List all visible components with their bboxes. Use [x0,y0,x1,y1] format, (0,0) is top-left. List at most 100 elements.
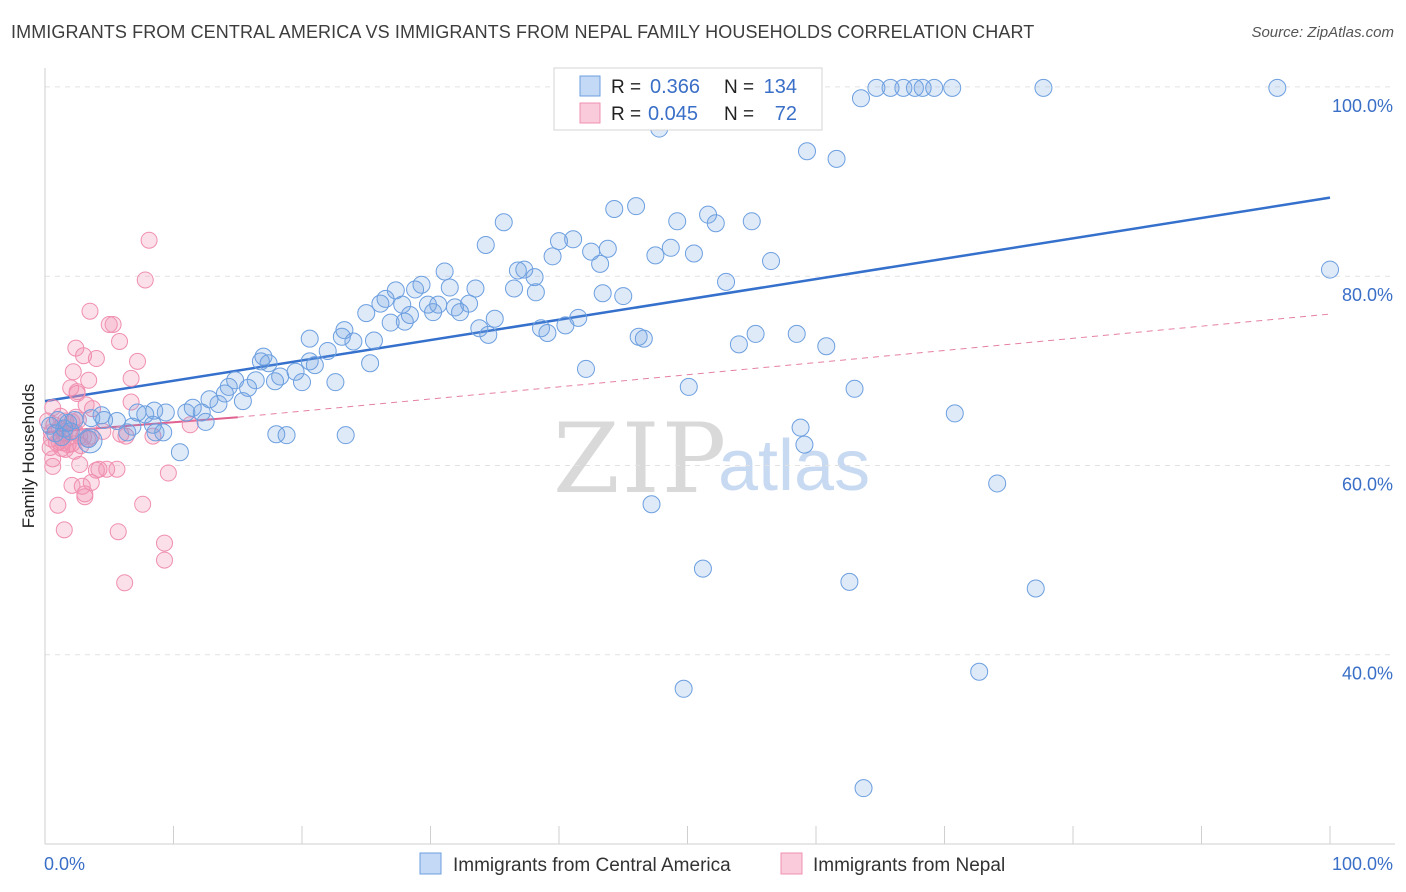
central-america-point [945,404,964,423]
stats-n-label-pink: N = [724,104,754,125]
central-america-point [445,298,464,317]
nepal-point [84,400,102,418]
central-america-point [466,279,485,298]
central-america-point [156,403,175,422]
central-america-point [246,371,265,390]
nepal-point [98,460,116,478]
central-america-point [266,372,285,391]
central-america-point [344,332,363,351]
watermark-zip: ZIP [553,403,728,515]
central-america-point [233,392,252,411]
legend-item-central-america: Immigrants from Central America [453,855,731,876]
central-america-point [851,89,870,108]
stats-r-value-blue: 0.366 [650,76,700,98]
central-america-point [532,319,551,338]
central-america-point [668,212,687,231]
nepal-point [136,271,154,289]
central-america-point [867,78,886,97]
y-tick-labels: 40.0% 60.0% 80.0% 100.0% [1332,96,1393,684]
central-america-point [183,398,202,417]
central-america-point [762,252,781,271]
central-america-point [170,443,189,462]
nepal-point [55,521,73,539]
source-label: Source: ZipAtlas.com [1251,24,1394,41]
gridlines [45,86,1395,656]
central-america-point [479,325,498,344]
chart-title: IMMIGRANTS FROM CENTRAL AMERICA VS IMMIG… [11,22,1035,42]
stats-r-label-blue: R = [611,77,641,98]
central-america-point [318,341,337,360]
nepal-point [44,457,62,475]
central-america-point [564,230,583,249]
central-america-point [576,359,595,378]
nepal-point [140,231,158,249]
central-america-point [854,779,873,798]
central-america-point [717,272,736,291]
central-america-point [65,411,84,430]
central-america-point [326,373,345,392]
nepal-point [134,495,152,513]
central-america-point [591,254,610,273]
central-america-point [569,308,588,327]
stats-r-label-pink: R = [611,104,641,125]
stats-n-value-pink: 72 [775,103,797,125]
y-tick-label: 100.0% [1332,96,1393,116]
central-america-point [943,78,962,97]
central-america-point [684,244,703,263]
nepal-point [64,363,82,381]
central-america-point [277,426,296,445]
nepal-point [109,523,127,541]
stats-n-label-blue: N = [724,77,754,98]
central-america-point [79,429,98,448]
nepal-point [156,551,174,569]
central-america-point [143,415,162,434]
nepal-point [108,460,126,478]
central-america-point [259,354,278,373]
legend-swatch-pink [780,852,803,875]
y-axis-label: Family Households [19,384,38,529]
central-america-point [840,572,859,591]
legend-item-nepal: Immigrants from Nepal [813,855,1005,876]
central-america-point [817,337,836,356]
central-america-point [476,235,495,254]
central-america-point [470,319,489,338]
nepal-point [80,371,98,389]
central-america-point [293,373,311,392]
central-america-point [77,428,103,454]
central-america-point [538,323,557,342]
central-america-point [336,426,355,445]
central-america-point [634,329,653,348]
central-america-point [1034,78,1053,97]
nepal-point [156,534,174,552]
x-tick-label-max: 100.0% [1332,854,1393,874]
central-america-point [827,149,846,168]
central-america-point [598,239,617,258]
central-america-point [357,304,376,323]
central-america-point [239,378,258,397]
central-america-point [505,279,524,298]
central-america-point [791,418,810,437]
central-america-point [746,324,765,343]
central-america-point [970,662,989,681]
central-america-point [440,278,459,297]
central-america-point [742,212,761,231]
y-tick-label: 80.0% [1342,285,1393,305]
nepal-point [104,315,122,333]
central-america-point [95,411,114,430]
central-america-points [41,78,1339,798]
y-tick-label: 60.0% [1342,474,1393,494]
central-america-point [286,362,305,381]
central-america-point [925,78,944,97]
central-america-point [192,403,211,422]
central-america-point [525,268,544,287]
central-america-point [550,232,568,251]
stats-box: R = 0.366 N = 134 R = 0.045 N = 72 [553,67,823,131]
central-america-point [881,78,900,97]
central-america-point [1268,78,1287,97]
central-america-point [146,423,165,442]
central-america-point [1026,579,1045,598]
stats-swatch-pink [579,102,601,124]
central-america-point [706,214,725,233]
nepal-point [122,393,140,411]
